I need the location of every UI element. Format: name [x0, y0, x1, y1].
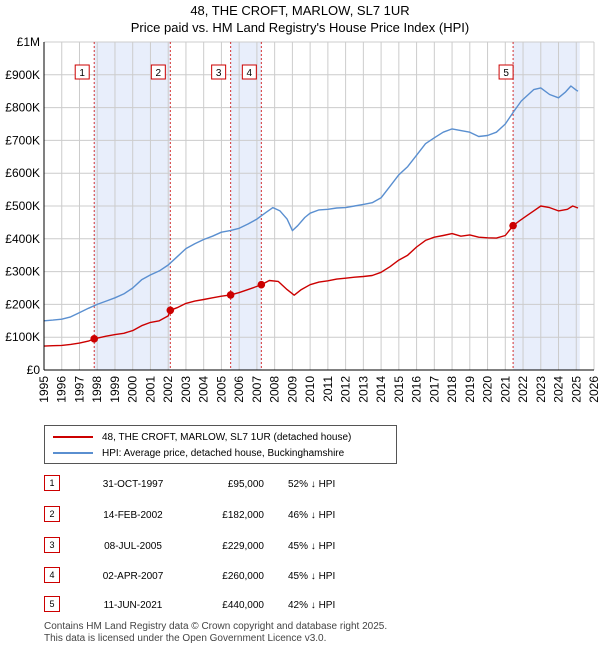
legend-item-hpi: HPI: Average price, detached house, Buck… — [53, 446, 344, 460]
x-tick-label: 1998 — [90, 376, 104, 403]
legend-label-hpi: HPI: Average price, detached house, Buck… — [102, 447, 345, 459]
sale-price: £229,000 — [222, 541, 264, 552]
legend: 48, THE CROFT, MARLOW, SL7 1UR (detached… — [44, 425, 397, 464]
y-tick-label: £100K — [5, 330, 40, 344]
x-tick-label: 2019 — [463, 376, 477, 403]
legend-swatch-property — [53, 436, 93, 438]
sale-date: 11-JUN-2021 — [103, 600, 163, 611]
y-tick-label: £800K — [5, 101, 40, 115]
x-tick-label: 2001 — [143, 376, 157, 403]
sale-label-box — [150, 64, 166, 80]
x-tick-label: 2004 — [197, 376, 211, 403]
sale-marker-box: 4 — [44, 567, 60, 583]
sale-label-box — [498, 64, 514, 80]
sale-marker-box: 2 — [44, 506, 60, 522]
sale-date: 08-JUL-2005 — [104, 541, 162, 552]
x-tick-label: 2017 — [427, 376, 441, 403]
x-tick-label: 2008 — [268, 376, 282, 403]
x-tick-label: 2005 — [214, 376, 228, 403]
sale-point — [90, 335, 99, 343]
sale-row-2: 2 14-FEB-2002 £182,000 46% ↓ HPI — [44, 506, 424, 524]
x-tick-label: 2014 — [374, 376, 388, 403]
sale-row-3: 3 08-JUL-2005 £229,000 45% ↓ HPI — [44, 537, 424, 555]
sale-marker-box: 1 — [44, 475, 60, 491]
x-tick-label: 2024 — [552, 376, 566, 403]
sale-label-box — [211, 64, 227, 80]
sale-hpi-diff: 45% ↓ HPI — [288, 571, 336, 582]
sale-marker-box: 3 — [44, 537, 60, 553]
x-tick-label: 1997 — [72, 376, 86, 403]
legend-swatch-hpi — [53, 452, 93, 454]
sale-point — [226, 291, 235, 299]
footer-copyright: Contains HM Land Registry data © Crown c… — [44, 621, 388, 632]
x-tick-label: 2020 — [481, 376, 495, 403]
x-tick-label: 2007 — [250, 376, 264, 403]
x-tick-label: 2011 — [321, 376, 335, 402]
sale-date: 02-APR-2007 — [102, 571, 164, 582]
sale-label-box — [241, 64, 257, 80]
x-tick-label: 2015 — [392, 376, 406, 403]
series-line-hpi — [43, 85, 579, 322]
sale-hpi-diff: 45% ↓ HPI — [288, 541, 336, 552]
x-tick-label: 2009 — [285, 376, 299, 403]
y-tick-label: £500K — [5, 199, 40, 213]
sale-price: £95,000 — [227, 479, 264, 490]
legend-item-property: 48, THE CROFT, MARLOW, SL7 1UR (detached… — [53, 430, 351, 444]
sale-date: 14-FEB-2002 — [103, 510, 163, 521]
x-tick-label: 2003 — [179, 376, 193, 403]
sale-row-5: 5 11-JUN-2021 £440,000 42% ↓ HPI — [44, 596, 424, 614]
x-tick-label: 2002 — [161, 376, 175, 403]
sale-label-text: 5 — [503, 68, 509, 79]
sale-label-text: 3 — [216, 68, 222, 79]
x-tick-label: 2010 — [303, 376, 317, 403]
x-tick-label: 2006 — [232, 376, 246, 403]
sale-point — [166, 306, 175, 315]
x-tick-label: 2025 — [569, 376, 583, 403]
x-tick-label: 1996 — [55, 376, 69, 403]
sale-label-box — [74, 64, 90, 80]
sale-hpi-diff: 52% ↓ HPI — [288, 479, 336, 490]
y-tick-label: £1M — [17, 35, 40, 49]
chart-title: 48, THE CROFT, MARLOW, SL7 1UR — [190, 3, 410, 18]
sale-price: £440,000 — [222, 600, 264, 611]
x-tick-label: 2023 — [534, 376, 548, 403]
sale-price: £260,000 — [222, 571, 264, 582]
sale-price: £182,000 — [222, 510, 264, 521]
x-tick-label: 2021 — [498, 376, 512, 403]
sale-point — [257, 280, 266, 289]
legend-label-property: 48, THE CROFT, MARLOW, SL7 1UR (detached… — [102, 431, 352, 443]
x-tick-label: 2013 — [356, 376, 370, 403]
sale-hpi-diff: 46% ↓ HPI — [288, 510, 336, 521]
footer-licence: This data is licensed under the Open Gov… — [44, 633, 327, 644]
y-tick-label: £600K — [5, 166, 40, 180]
y-tick-label: £400K — [5, 232, 40, 246]
sale-label-text: 2 — [156, 68, 162, 79]
sale-marker-box: 5 — [44, 596, 60, 612]
x-tick-label: 2016 — [410, 376, 424, 403]
sale-row-1: 1 31-OCT-1997 £95,000 52% ↓ HPI — [44, 475, 424, 493]
x-tick-label: 2022 — [516, 376, 530, 403]
sale-date: 31-OCT-1997 — [102, 479, 164, 490]
sale-row-4: 4 02-APR-2007 £260,000 45% ↓ HPI — [44, 567, 424, 585]
sale-point — [509, 221, 517, 230]
chart-subtitle: Price paid vs. HM Land Registry's House … — [130, 20, 470, 35]
x-tick-label: 2012 — [339, 376, 353, 403]
y-tick-label: £300K — [5, 265, 40, 279]
x-tick-label: 1995 — [37, 376, 51, 403]
y-tick-label: £200K — [5, 297, 40, 311]
x-tick-label: 2018 — [445, 376, 459, 403]
sale-label-text: 1 — [79, 68, 85, 79]
price-chart: £0 £100K £200K £300K £400K £500K £600K £700K £80… — [5, 35, 600, 403]
series-line-property — [43, 205, 579, 347]
x-tick-label: 1999 — [108, 376, 122, 403]
x-tick-label: 2026 — [587, 376, 600, 403]
y-tick-label: £900K — [5, 68, 40, 82]
sale-hpi-diff: 42% ↓ HPI — [288, 600, 336, 611]
sale-label-text: 4 — [247, 68, 253, 79]
y-tick-label: £700K — [5, 133, 40, 147]
y-tick-label: £0 — [27, 363, 41, 377]
x-tick-label: 2000 — [126, 376, 140, 403]
